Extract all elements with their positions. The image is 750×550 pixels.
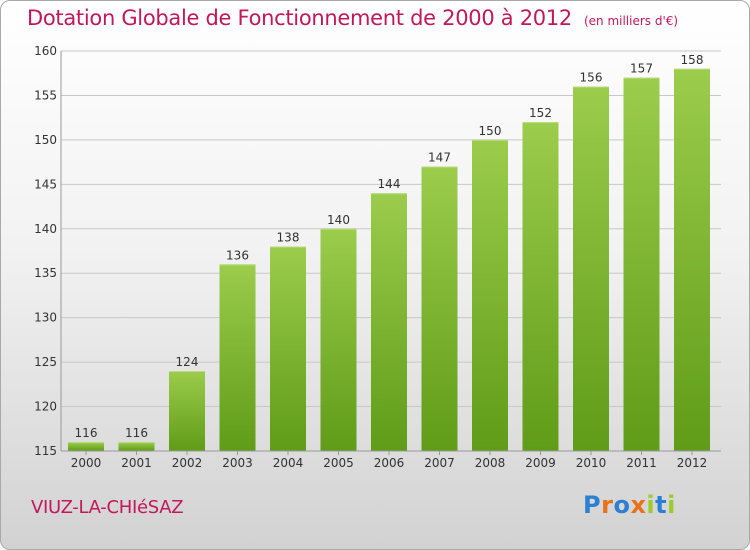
bar — [522, 122, 559, 451]
data-label: 124 — [176, 355, 199, 369]
logo-letter: t — [655, 491, 668, 519]
x-tick-label: 2005 — [323, 456, 354, 470]
bar — [421, 166, 458, 452]
commune-name: VIUZ-LA-CHIéSAZ — [31, 497, 184, 518]
y-tick-label: 145 — [34, 177, 57, 191]
bars — [68, 68, 710, 452]
data-label: 136 — [226, 248, 249, 262]
x-tick-label: 2006 — [374, 456, 405, 470]
bar — [472, 139, 508, 451]
bar — [68, 442, 104, 451]
x-tick-label: 2010 — [576, 456, 607, 470]
y-tick-label: 125 — [34, 355, 57, 369]
bar — [674, 68, 710, 452]
data-label: 157 — [630, 62, 653, 76]
data-label: 116 — [75, 426, 98, 440]
chart-unit: (en milliers d'€) — [583, 14, 679, 28]
x-tick-label: 2011 — [626, 456, 657, 470]
data-label: 158 — [681, 53, 704, 67]
logo-letter: i — [646, 491, 656, 519]
x-tick-label: 2008 — [475, 456, 506, 470]
data-label: 144 — [378, 177, 401, 191]
y-axis: 115 120 125 130 135 140 145 150 155 160 — [34, 44, 721, 458]
bar — [371, 193, 407, 451]
x-tick-label: 2000 — [71, 456, 102, 470]
y-tick-label: 155 — [34, 88, 57, 102]
y-tick-label: 150 — [34, 133, 57, 147]
x-tick-label: 2001 — [121, 456, 152, 470]
data-label: 152 — [529, 106, 552, 120]
logo-letter: P — [583, 491, 602, 519]
data-label: 156 — [580, 71, 603, 85]
bar — [169, 371, 205, 451]
y-tick-label: 115 — [34, 444, 57, 458]
title-row: Dotation Globale de Fonctionnement de 20… — [27, 6, 678, 30]
chart-title: Dotation Globale de Fonctionnement de 20… — [27, 6, 572, 30]
data-label: 147 — [428, 151, 451, 165]
x-tick-label: 2009 — [525, 456, 556, 470]
x-tick-label: 2007 — [424, 456, 455, 470]
y-tick-label: 140 — [34, 222, 57, 236]
x-tick-label: 2003 — [222, 456, 253, 470]
logo-letter: r — [601, 491, 614, 519]
proxiti-logo[interactable]: Proxiti — [583, 491, 676, 519]
logo-letter: i — [667, 491, 676, 519]
bar — [320, 228, 357, 451]
bar — [573, 86, 609, 452]
bar — [118, 442, 155, 451]
data-label: 116 — [125, 426, 148, 440]
logo-letter: o — [613, 491, 631, 519]
x-tick-label: 2012 — [677, 456, 708, 470]
x-tick-label: 2002 — [172, 456, 203, 470]
bar — [270, 246, 306, 451]
y-tick-label: 135 — [34, 266, 57, 280]
y-tick-label: 160 — [34, 44, 57, 58]
bar — [219, 264, 256, 451]
data-label: 150 — [479, 124, 502, 138]
logo-letter: x — [630, 491, 647, 519]
y-tick-label: 120 — [34, 400, 57, 414]
bar — [623, 77, 660, 452]
x-axis: 2000 2001 2002 2003 2004 2005 2006 2007 2008 2009… — [71, 451, 708, 470]
x-tick-label: 2004 — [273, 456, 304, 470]
data-labels: 116 116 124 136 138 140 144 147 150 152 156 157 158 — [75, 53, 704, 440]
data-label: 140 — [327, 213, 350, 227]
data-label: 138 — [277, 231, 300, 245]
y-tick-label: 130 — [34, 311, 57, 325]
